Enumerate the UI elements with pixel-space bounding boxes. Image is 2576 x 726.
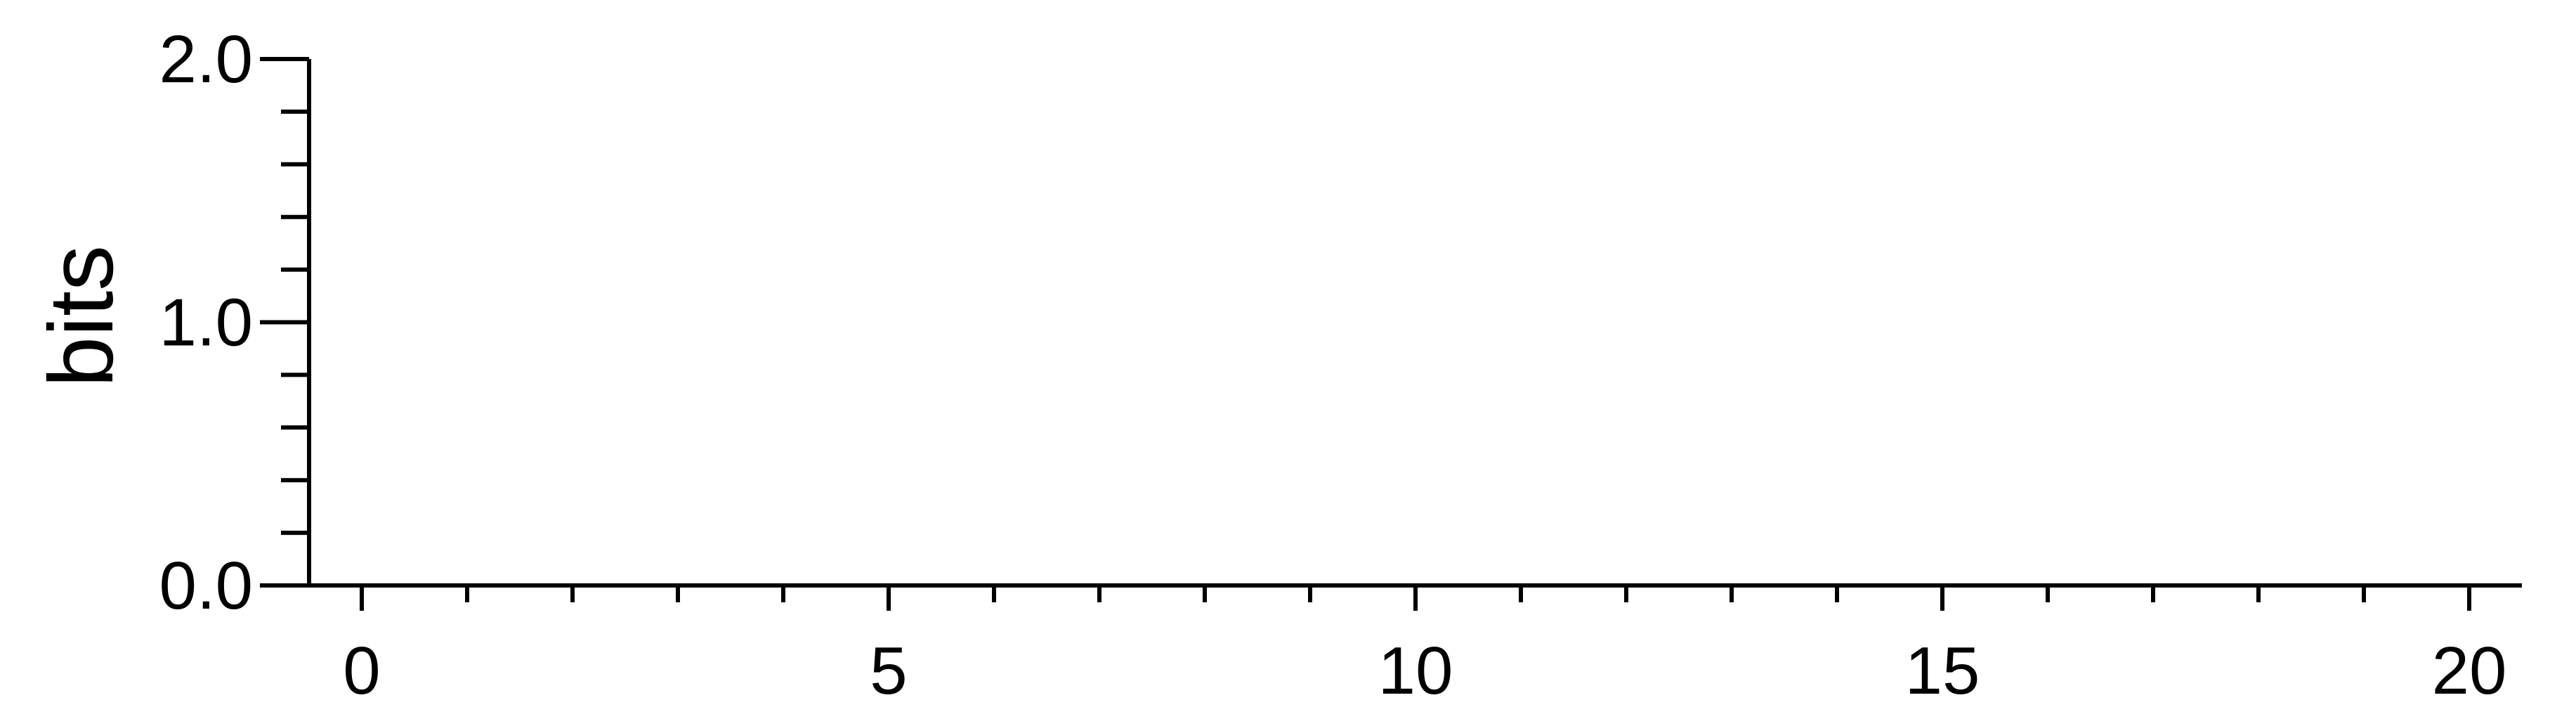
- x-tick-label: 5: [870, 633, 907, 708]
- y-tick-label: 2.0: [159, 22, 253, 97]
- x-tick-label: 15: [1905, 633, 1980, 708]
- y-tick-label: 1.0: [159, 285, 253, 361]
- y-axis-label: bits: [30, 245, 132, 387]
- x-tick-label: 20: [2432, 633, 2507, 708]
- tick-labels: 0.0 1.0 2.0 0 5 10 15 20: [159, 22, 2507, 708]
- axes: [307, 59, 2522, 588]
- x-tick-label: 10: [1378, 633, 1453, 708]
- y-tick-label: 0.0: [159, 548, 253, 623]
- x-tick-label: 0: [343, 633, 380, 708]
- ticks: [260, 57, 2471, 611]
